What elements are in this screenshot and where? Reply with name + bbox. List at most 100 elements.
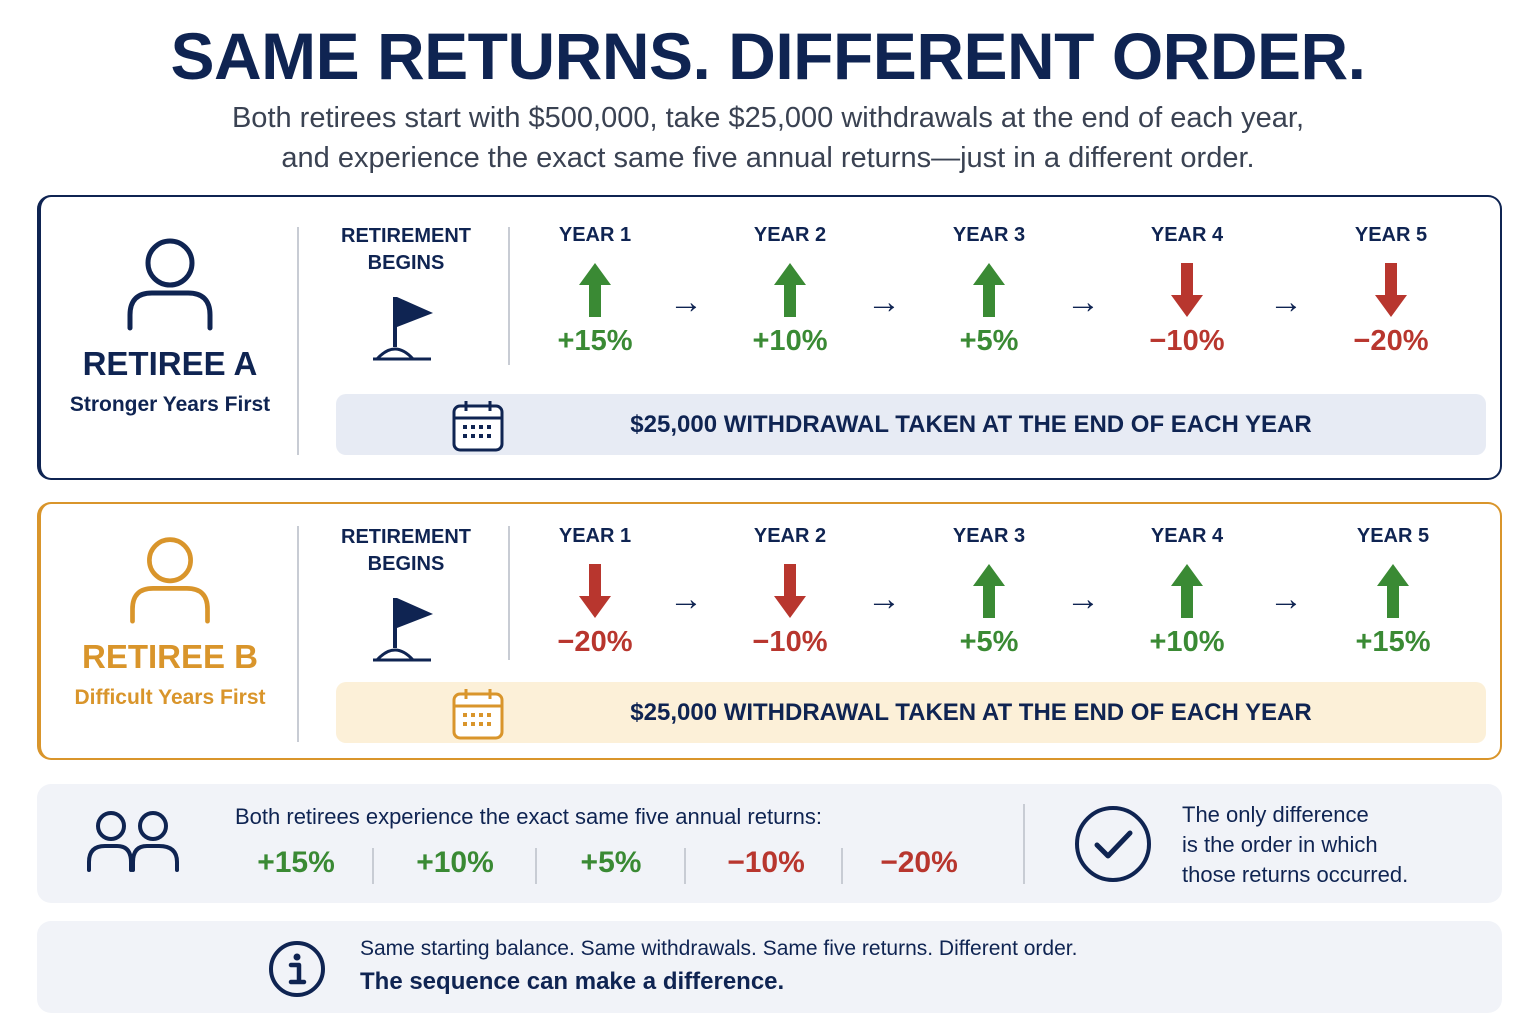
flag-icon <box>373 598 433 662</box>
arrow-right-icon: → <box>867 580 901 618</box>
return-value: −10% <box>752 626 828 658</box>
year-label: YEAR 2 <box>753 224 827 246</box>
divider <box>508 227 510 365</box>
person-icon <box>127 238 213 331</box>
summary-return: +10% <box>416 846 494 879</box>
return-value: +10% <box>752 325 828 357</box>
check-circle-icon <box>1075 806 1151 882</box>
arrow-down-icon <box>579 564 611 618</box>
arrow-up-icon <box>1377 564 1409 618</box>
retiree-b-year-5: YEAR 5 +15% <box>1313 525 1473 659</box>
arrow-right-icon: → <box>1066 580 1100 618</box>
retirement-begins-b: RETIREMENT BEGINS <box>316 524 496 664</box>
year-label: YEAR 3 <box>952 224 1026 246</box>
divider <box>297 526 299 742</box>
begins-label-line-2: BEGINS <box>367 252 445 274</box>
arrow-right-icon: → <box>1066 283 1100 321</box>
arrow-down-icon <box>774 564 806 618</box>
difference-text: The only difference is the order in whic… <box>1182 800 1482 890</box>
retiree-b-year-3: YEAR 3 +5% <box>909 525 1069 659</box>
page-title: SAME RETURNS. DIFFERENT ORDER. <box>170 19 1366 93</box>
retiree-b-year-2: YEAR 2 −10% <box>710 525 870 659</box>
retiree-b-subtitle: Difficult Years First <box>74 686 266 709</box>
divider <box>297 227 299 455</box>
divider <box>684 848 686 884</box>
arrow-right-icon: → <box>867 283 901 321</box>
return-value: −20% <box>557 626 633 658</box>
begins-label-line-2: BEGINS <box>367 553 445 575</box>
summary-text: Both retirees experience the exact same … <box>235 804 822 829</box>
calendar-icon <box>452 401 504 452</box>
info-line-1: Same starting balance. Same withdrawals.… <box>360 937 1078 960</box>
return-value: +15% <box>557 325 633 357</box>
difference-line-3: those returns occurred. <box>1182 862 1409 887</box>
summary-return: +5% <box>580 846 642 879</box>
arrow-right-icon: → <box>669 580 703 618</box>
info-box: Same starting balance. Same withdrawals.… <box>37 921 1502 1013</box>
retiree-a-panel: RETIREE A Stronger Years First RETIREMEN… <box>37 195 1502 480</box>
arrow-up-icon <box>1171 564 1203 618</box>
begins-label-line-1: RETIREMENT <box>341 225 471 247</box>
summary-box: Both retirees experience the exact same … <box>37 784 1502 903</box>
divider <box>841 848 843 884</box>
summary-return: −20% <box>880 846 958 879</box>
year-label: YEAR 2 <box>753 525 827 547</box>
withdrawal-banner-a: $25,000 WITHDRAWAL TAKEN AT THE END OF E… <box>336 394 1486 455</box>
year-label: YEAR 1 <box>558 224 632 246</box>
info-icon <box>269 941 325 997</box>
retiree-b-panel: RETIREE B Difficult Years First RETIREME… <box>37 502 1502 760</box>
arrow-right-icon: → <box>1269 580 1303 618</box>
arrow-right-icon: → <box>669 283 703 321</box>
return-value: +15% <box>1355 626 1431 658</box>
withdrawal-label: $25,000 WITHDRAWAL TAKEN AT THE END OF E… <box>630 411 1312 438</box>
flag-icon <box>373 297 433 361</box>
return-value: −20% <box>1353 325 1429 357</box>
year-label: YEAR 1 <box>558 525 632 547</box>
withdrawal-banner-b: $25,000 WITHDRAWAL TAKEN AT THE END OF E… <box>336 682 1486 743</box>
retiree-b-year-1: YEAR 1 −20% <box>515 525 675 659</box>
retiree-a-year-1: YEAR 1 +15% <box>515 224 675 358</box>
return-value: +5% <box>959 325 1019 357</box>
info-line-2: The sequence can make a difference. <box>360 968 785 995</box>
retiree-a-year-2: YEAR 2 +10% <box>710 224 870 358</box>
subtitle-line-2: and experience the exact same five annua… <box>281 142 1255 174</box>
divider <box>372 848 374 884</box>
arrow-up-icon <box>579 263 611 317</box>
year-label: YEAR 5 <box>1356 525 1430 547</box>
retiree-a-name: RETIREE A <box>82 345 258 382</box>
arrow-up-icon <box>973 263 1005 317</box>
summary-return: +15% <box>257 846 335 879</box>
people-icon <box>87 811 179 872</box>
retiree-a-subtitle: Stronger Years First <box>69 393 271 416</box>
withdrawal-label: $25,000 WITHDRAWAL TAKEN AT THE END OF E… <box>630 699 1312 726</box>
begins-label-line-1: RETIREMENT <box>341 526 471 548</box>
return-value: +10% <box>1149 626 1225 658</box>
arrow-right-icon: → <box>1269 283 1303 321</box>
arrow-up-icon <box>973 564 1005 618</box>
retiree-a-year-4: YEAR 4 −10% <box>1107 224 1267 358</box>
arrow-up-icon <box>774 263 806 317</box>
retiree-a-year-3: YEAR 3 +5% <box>909 224 1069 358</box>
page-subtitle: Both retirees start with $500,000, take … <box>0 98 1536 178</box>
person-icon <box>130 537 210 624</box>
divider <box>1023 804 1025 884</box>
retirement-begins-a: RETIREMENT BEGINS <box>316 223 496 363</box>
year-label: YEAR 4 <box>1150 224 1224 246</box>
calendar-icon <box>452 689 504 740</box>
summary-return: −10% <box>727 846 805 879</box>
difference-line-1: The only difference <box>1182 802 1369 827</box>
subtitle-line-1: Both retirees start with $500,000, take … <box>231 102 1305 134</box>
year-label: YEAR 5 <box>1354 224 1428 246</box>
year-label: YEAR 3 <box>952 525 1026 547</box>
arrow-down-icon <box>1375 263 1407 317</box>
divider <box>508 526 510 660</box>
arrow-down-icon <box>1171 263 1203 317</box>
retiree-b-identity: RETIREE B Difficult Years First <box>41 534 299 710</box>
return-value: +5% <box>959 626 1019 658</box>
difference-line-2: is the order in which <box>1182 832 1378 857</box>
retiree-a-identity: RETIREE A Stronger Years First <box>41 235 299 417</box>
divider <box>535 848 537 884</box>
retiree-b-name: RETIREE B <box>81 638 259 675</box>
year-label: YEAR 4 <box>1150 525 1224 547</box>
retiree-a-year-5: YEAR 5 −20% <box>1311 224 1471 358</box>
